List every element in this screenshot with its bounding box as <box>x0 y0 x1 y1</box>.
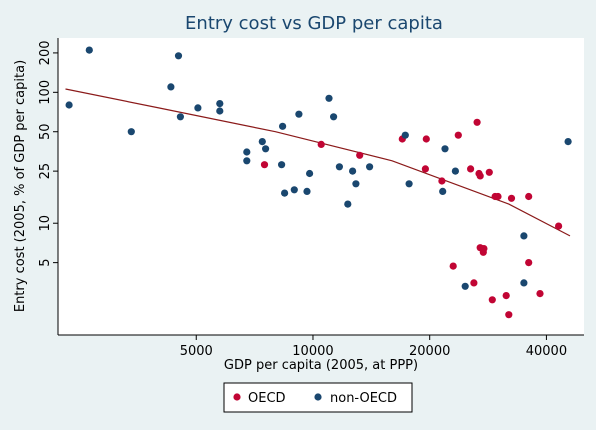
chart-title: Entry cost vs GDP per capita <box>185 13 443 34</box>
point-oecd <box>449 262 457 270</box>
point-oecd <box>488 296 496 304</box>
point-oecd <box>421 165 429 173</box>
point-non-oecd <box>262 145 270 153</box>
legend-label-oecd: OECD <box>248 391 286 406</box>
y-tick-label: 10 <box>38 215 53 232</box>
point-oecd <box>494 192 502 201</box>
legend-label-non-oecd: non-OECD <box>330 391 397 406</box>
x-tick-label: 20000 <box>409 344 450 359</box>
point-oecd <box>480 245 488 253</box>
point-non-oecd <box>330 113 338 121</box>
point-oecd <box>473 118 481 126</box>
point-non-oecd <box>85 46 93 54</box>
point-oecd <box>525 259 533 267</box>
x-axis-ticks: 5000 10000 20000 40000 <box>180 335 567 359</box>
point-non-oecd <box>441 145 449 153</box>
point-non-oecd <box>352 180 360 188</box>
point-oecd <box>536 290 544 298</box>
point-non-oecd <box>401 131 409 139</box>
point-oecd <box>454 131 462 139</box>
point-non-oecd <box>303 187 311 195</box>
point-oecd <box>317 140 325 148</box>
point-non-oecd <box>451 167 459 175</box>
y-tick-label: 50 <box>38 123 53 140</box>
point-oecd <box>525 192 533 201</box>
point-non-oecd <box>127 128 135 136</box>
point-non-oecd <box>281 189 289 197</box>
point-oecd <box>470 279 478 287</box>
point-non-oecd <box>279 122 287 130</box>
point-non-oecd <box>167 83 175 91</box>
point-non-oecd <box>174 52 183 60</box>
point-oecd <box>476 172 484 180</box>
point-non-oecd <box>349 167 357 175</box>
point-non-oecd <box>366 163 374 171</box>
y-axis-ticks: 5 10 25 50 100 200 <box>38 41 58 267</box>
point-non-oecd <box>306 169 314 178</box>
point-non-oecd <box>290 186 298 194</box>
y-tick-label: 5 <box>38 258 53 266</box>
legend: OECD non-OECD <box>223 382 413 413</box>
point-non-oecd <box>520 232 528 240</box>
point-non-oecd <box>564 138 572 146</box>
point-non-oecd <box>344 200 352 208</box>
point-non-oecd <box>405 180 413 188</box>
point-non-oecd <box>439 187 447 195</box>
point-oecd <box>260 161 269 169</box>
point-non-oecd <box>258 138 266 146</box>
y-tick-label: 200 <box>38 41 53 66</box>
point-oecd <box>422 135 430 143</box>
point-non-oecd <box>295 110 303 118</box>
point-oecd <box>356 151 364 159</box>
point-oecd <box>555 222 563 230</box>
y-tick-label: 25 <box>38 163 53 180</box>
data-points <box>65 46 572 319</box>
legend-marker-non-oecd <box>314 393 322 401</box>
point-non-oecd <box>194 104 202 112</box>
x-axis-title: GDP per capita (2005, at PPP) <box>224 358 418 373</box>
y-tick-label: 100 <box>38 80 53 105</box>
legend-marker-oecd <box>233 393 241 401</box>
point-non-oecd <box>216 100 224 108</box>
point-non-oecd <box>461 282 469 290</box>
point-non-oecd <box>325 94 333 102</box>
point-non-oecd <box>278 161 286 169</box>
point-oecd <box>467 165 475 173</box>
point-oecd <box>505 311 513 319</box>
point-oecd <box>507 194 516 202</box>
fit-line <box>65 88 571 237</box>
x-tick-label: 5000 <box>180 344 213 359</box>
point-non-oecd <box>243 157 251 165</box>
point-non-oecd <box>243 148 251 156</box>
point-non-oecd <box>176 113 184 121</box>
point-non-oecd <box>335 163 343 171</box>
x-tick-label: 10000 <box>292 344 333 359</box>
plot-area <box>58 38 584 335</box>
point-oecd <box>502 292 510 300</box>
point-non-oecd <box>65 101 73 109</box>
point-oecd <box>485 168 493 176</box>
point-non-oecd <box>216 107 224 115</box>
point-oecd <box>438 177 446 185</box>
y-axis-title: Entry cost (2005, % of GDP per capita) <box>13 60 28 312</box>
fit-line-group <box>65 88 571 237</box>
point-non-oecd <box>520 279 528 287</box>
x-tick-label: 40000 <box>526 344 567 359</box>
